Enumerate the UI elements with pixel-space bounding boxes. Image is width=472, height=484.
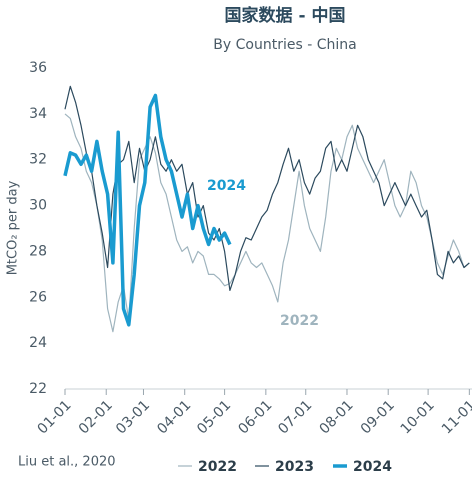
y-tick-label: 22: [29, 381, 47, 397]
x-tick-label: 05-01: [194, 397, 234, 437]
legend-label: 2023: [275, 459, 314, 475]
x-tick-label: 04-01: [154, 397, 194, 437]
x-tick-label: 08-01: [317, 397, 357, 437]
annotation: 2022: [280, 313, 319, 329]
legend-label: 2024: [353, 459, 392, 475]
x-tick-label: 01-01: [35, 397, 75, 437]
x-tick-label: 03-01: [113, 397, 153, 437]
y-axis-label: MtCO₂ per day: [6, 180, 21, 275]
y-tick-label: 26: [29, 289, 47, 305]
y-tick-label: 36: [29, 60, 47, 76]
y-tick-label: 24: [29, 335, 47, 351]
x-tick-label: 10-01: [398, 397, 438, 437]
line-series: [63, 93, 232, 327]
y-tick-label: 34: [29, 106, 47, 122]
x-tick-label: 06-01: [235, 397, 275, 437]
y-tick-label: 32: [29, 152, 47, 168]
y-tick-label: 28: [29, 243, 47, 259]
line-series: [64, 85, 470, 291]
source: Liu et al., 2020: [18, 455, 116, 470]
x-tick-label: 09-01: [358, 397, 398, 437]
legend-label: 2022: [198, 459, 237, 475]
line-series: [64, 113, 470, 333]
y-tick-label: 30: [29, 198, 47, 214]
chart-title: 国家数据 - 中国: [225, 5, 346, 26]
chart-subtitle: By Countries - China: [213, 37, 356, 53]
x-tick-label: 02-01: [76, 397, 116, 437]
x-tick-label: 07-01: [275, 397, 315, 437]
x-tick-label: 11-01: [439, 397, 472, 437]
annotation: 2024: [207, 178, 246, 194]
